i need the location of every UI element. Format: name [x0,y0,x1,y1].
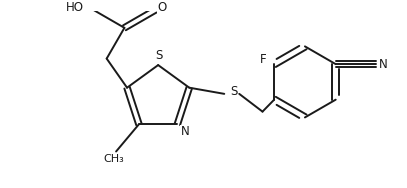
Text: N: N [379,58,388,71]
Text: CH₃: CH₃ [104,154,125,164]
Text: S: S [155,49,163,62]
Text: F: F [260,53,266,66]
Text: HO: HO [66,1,84,14]
Text: O: O [157,1,166,14]
Text: S: S [230,85,237,98]
Text: N: N [180,125,189,138]
